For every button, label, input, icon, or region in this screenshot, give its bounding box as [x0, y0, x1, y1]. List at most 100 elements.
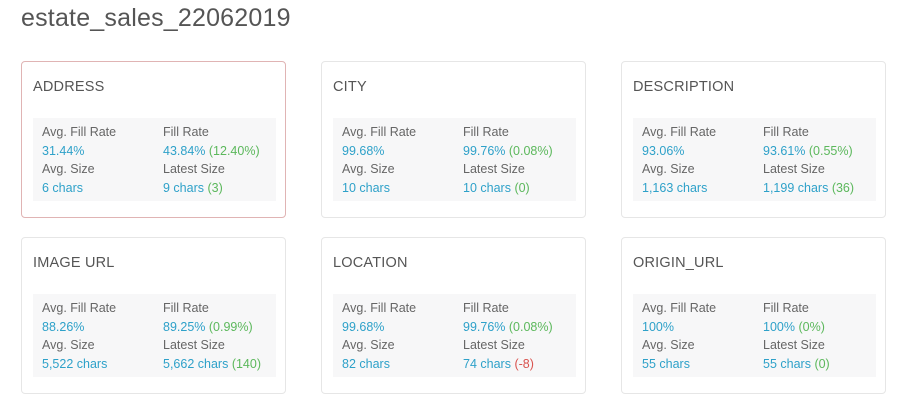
latest-size-value-group: 1,199 chars (36): [763, 181, 854, 196]
latest-size-value: 10 chars: [463, 181, 511, 195]
avg-fill-rate-label: Avg. Fill Rate: [42, 125, 117, 139]
latest-size-value: 1,199 chars: [763, 181, 829, 195]
field-card-city[interactable]: CITY Avg. Fill Rate 99.68% Fill Rate 99.…: [321, 61, 586, 218]
avg-size-label: Avg. Size: [342, 338, 395, 352]
latest-size-delta: (-8): [514, 357, 534, 371]
latest-size-value-group: 9 chars (3): [163, 181, 225, 196]
fill-rate-value: 93.61%: [763, 144, 806, 158]
avg-size-value: 55 chars: [642, 357, 690, 371]
fill-rate-label: Fill Rate: [463, 125, 509, 139]
latest-size-value: 55 chars: [763, 357, 811, 371]
latest-size-label: Latest Size: [463, 338, 525, 352]
avg-size-stat: Avg. Size 10 chars: [342, 162, 395, 196]
field-card-title: IMAGE URL: [33, 255, 115, 271]
avg-fill-rate-label: Avg. Fill Rate: [342, 125, 417, 139]
avg-size-stat: Avg. Size 6 chars: [42, 162, 95, 196]
field-card-location[interactable]: LOCATION Avg. Fill Rate 99.68% Fill Rate…: [321, 237, 586, 394]
avg-fill-rate-value: 31.44%: [42, 144, 85, 158]
fill-rate-value-group: 93.61% (0.55%): [763, 144, 853, 159]
field-stats-panel: Avg. Fill Rate 93.06% Fill Rate 93.61% (…: [633, 118, 876, 201]
avg-fill-rate-stat: Avg. Fill Rate 93.06%: [642, 125, 716, 159]
field-card-title: ORIGIN_URL: [633, 255, 724, 271]
latest-size-label: Latest Size: [763, 162, 825, 176]
fill-rate-value: 99.76%: [463, 320, 506, 334]
fill-rate-value: 99.76%: [463, 144, 506, 158]
latest-size-delta: (3): [207, 181, 223, 195]
field-card-description[interactable]: DESCRIPTION Avg. Fill Rate 93.06% Fill R…: [621, 61, 886, 218]
fill-rate-value-group: 99.76% (0.08%): [463, 320, 553, 335]
latest-size-label: Latest Size: [163, 162, 225, 176]
latest-size-label: Latest Size: [463, 162, 525, 176]
fill-rate-delta: (12.40%): [208, 144, 260, 158]
latest-size-delta: (36): [831, 181, 855, 195]
latest-size-value: 9 chars: [163, 181, 204, 195]
fill-rate-stat: Fill Rate 99.76% (0.08%): [463, 125, 553, 159]
avg-size-stat: Avg. Size 5,522 chars: [42, 338, 107, 372]
avg-fill-rate-value: 99.68%: [342, 144, 385, 158]
field-stats-panel: Avg. Fill Rate 31.44% Fill Rate 43.84% (…: [33, 118, 276, 201]
fill-rate-value-group: 100% (0%): [763, 320, 825, 335]
fill-rate-value: 43.84%: [163, 144, 206, 158]
avg-fill-rate-value: 100%: [642, 320, 674, 334]
latest-size-label: Latest Size: [163, 338, 225, 352]
latest-size-value-group: 5,662 chars (140): [163, 357, 261, 372]
fill-rate-delta: (0%): [798, 320, 825, 334]
field-card-origin-url[interactable]: ORIGIN_URL Avg. Fill Rate 100% Fill Rate…: [621, 237, 886, 394]
latest-size-stat: Latest Size 55 chars (0): [763, 338, 830, 372]
latest-size-stat: Latest Size 1,199 chars (36): [763, 162, 854, 196]
fill-rate-delta: (0.08%): [508, 144, 553, 158]
avg-size-label: Avg. Size: [42, 338, 95, 352]
avg-fill-rate-stat: Avg. Fill Rate 99.68%: [342, 125, 416, 159]
fill-rate-stat: Fill Rate 99.76% (0.08%): [463, 301, 553, 335]
latest-size-stat: Latest Size 10 chars (0): [463, 162, 530, 196]
field-card-title: CITY: [333, 79, 367, 95]
field-card-address[interactable]: ADDRESS Avg. Fill Rate 31.44% Fill Rate …: [21, 61, 286, 218]
avg-fill-rate-stat: Avg. Fill Rate 100%: [642, 301, 716, 335]
avg-fill-rate-stat: Avg. Fill Rate 99.68%: [342, 301, 416, 335]
fill-rate-value: 89.25%: [163, 320, 206, 334]
latest-size-value-group: 55 chars (0): [763, 357, 830, 372]
latest-size-delta: (0): [814, 357, 830, 371]
avg-fill-rate-stat: Avg. Fill Rate 88.26%: [42, 301, 116, 335]
page-title: estate_sales_22062019: [21, 4, 291, 32]
latest-size-stat: Latest Size 5,662 chars (140): [163, 338, 261, 372]
fill-rate-delta: (0.55%): [808, 144, 853, 158]
fill-rate-value: 100%: [763, 320, 795, 334]
latest-size-label: Latest Size: [763, 338, 825, 352]
fill-rate-value-group: 89.25% (0.99%): [163, 320, 253, 335]
avg-size-stat: Avg. Size 1,163 chars: [642, 162, 707, 196]
latest-size-delta: (0): [514, 181, 530, 195]
fill-rate-stat: Fill Rate 89.25% (0.99%): [163, 301, 253, 335]
latest-size-value-group: 74 chars (-8): [463, 357, 534, 372]
latest-size-value-group: 10 chars (0): [463, 181, 530, 196]
avg-fill-rate-value: 99.68%: [342, 320, 385, 334]
avg-size-label: Avg. Size: [42, 162, 95, 176]
avg-size-value: 1,163 chars: [642, 181, 708, 195]
fill-rate-label: Fill Rate: [163, 301, 209, 315]
avg-fill-rate-label: Avg. Fill Rate: [642, 125, 717, 139]
latest-size-stat: Latest Size 9 chars (3): [163, 162, 225, 196]
avg-fill-rate-label: Avg. Fill Rate: [342, 301, 417, 315]
fill-rate-stat: Fill Rate 100% (0%): [763, 301, 825, 335]
latest-size-value: 74 chars: [463, 357, 511, 371]
field-card-title: DESCRIPTION: [633, 79, 735, 95]
avg-fill-rate-value: 93.06%: [642, 144, 685, 158]
latest-size-value: 5,662 chars: [163, 357, 229, 371]
field-card-title: LOCATION: [333, 255, 408, 271]
avg-fill-rate-label: Avg. Fill Rate: [642, 301, 717, 315]
avg-size-label: Avg. Size: [642, 338, 695, 352]
avg-size-value: 10 chars: [342, 181, 390, 195]
avg-size-stat: Avg. Size 82 chars: [342, 338, 395, 372]
fill-rate-delta: (0.08%): [508, 320, 553, 334]
fill-rate-label: Fill Rate: [463, 301, 509, 315]
field-card-title: ADDRESS: [33, 79, 105, 95]
avg-size-label: Avg. Size: [342, 162, 395, 176]
latest-size-stat: Latest Size 74 chars (-8): [463, 338, 534, 372]
field-stats-panel: Avg. Fill Rate 100% Fill Rate 100% (0%) …: [633, 294, 876, 377]
avg-fill-rate-stat: Avg. Fill Rate 31.44%: [42, 125, 116, 159]
fill-rate-stat: Fill Rate 43.84% (12.40%): [163, 125, 260, 159]
fill-rate-label: Fill Rate: [763, 125, 809, 139]
field-stats-panel: Avg. Fill Rate 88.26% Fill Rate 89.25% (…: [33, 294, 276, 377]
field-card-image-url[interactable]: IMAGE URL Avg. Fill Rate 88.26% Fill Rat…: [21, 237, 286, 394]
field-stats-panel: Avg. Fill Rate 99.68% Fill Rate 99.76% (…: [333, 118, 576, 201]
